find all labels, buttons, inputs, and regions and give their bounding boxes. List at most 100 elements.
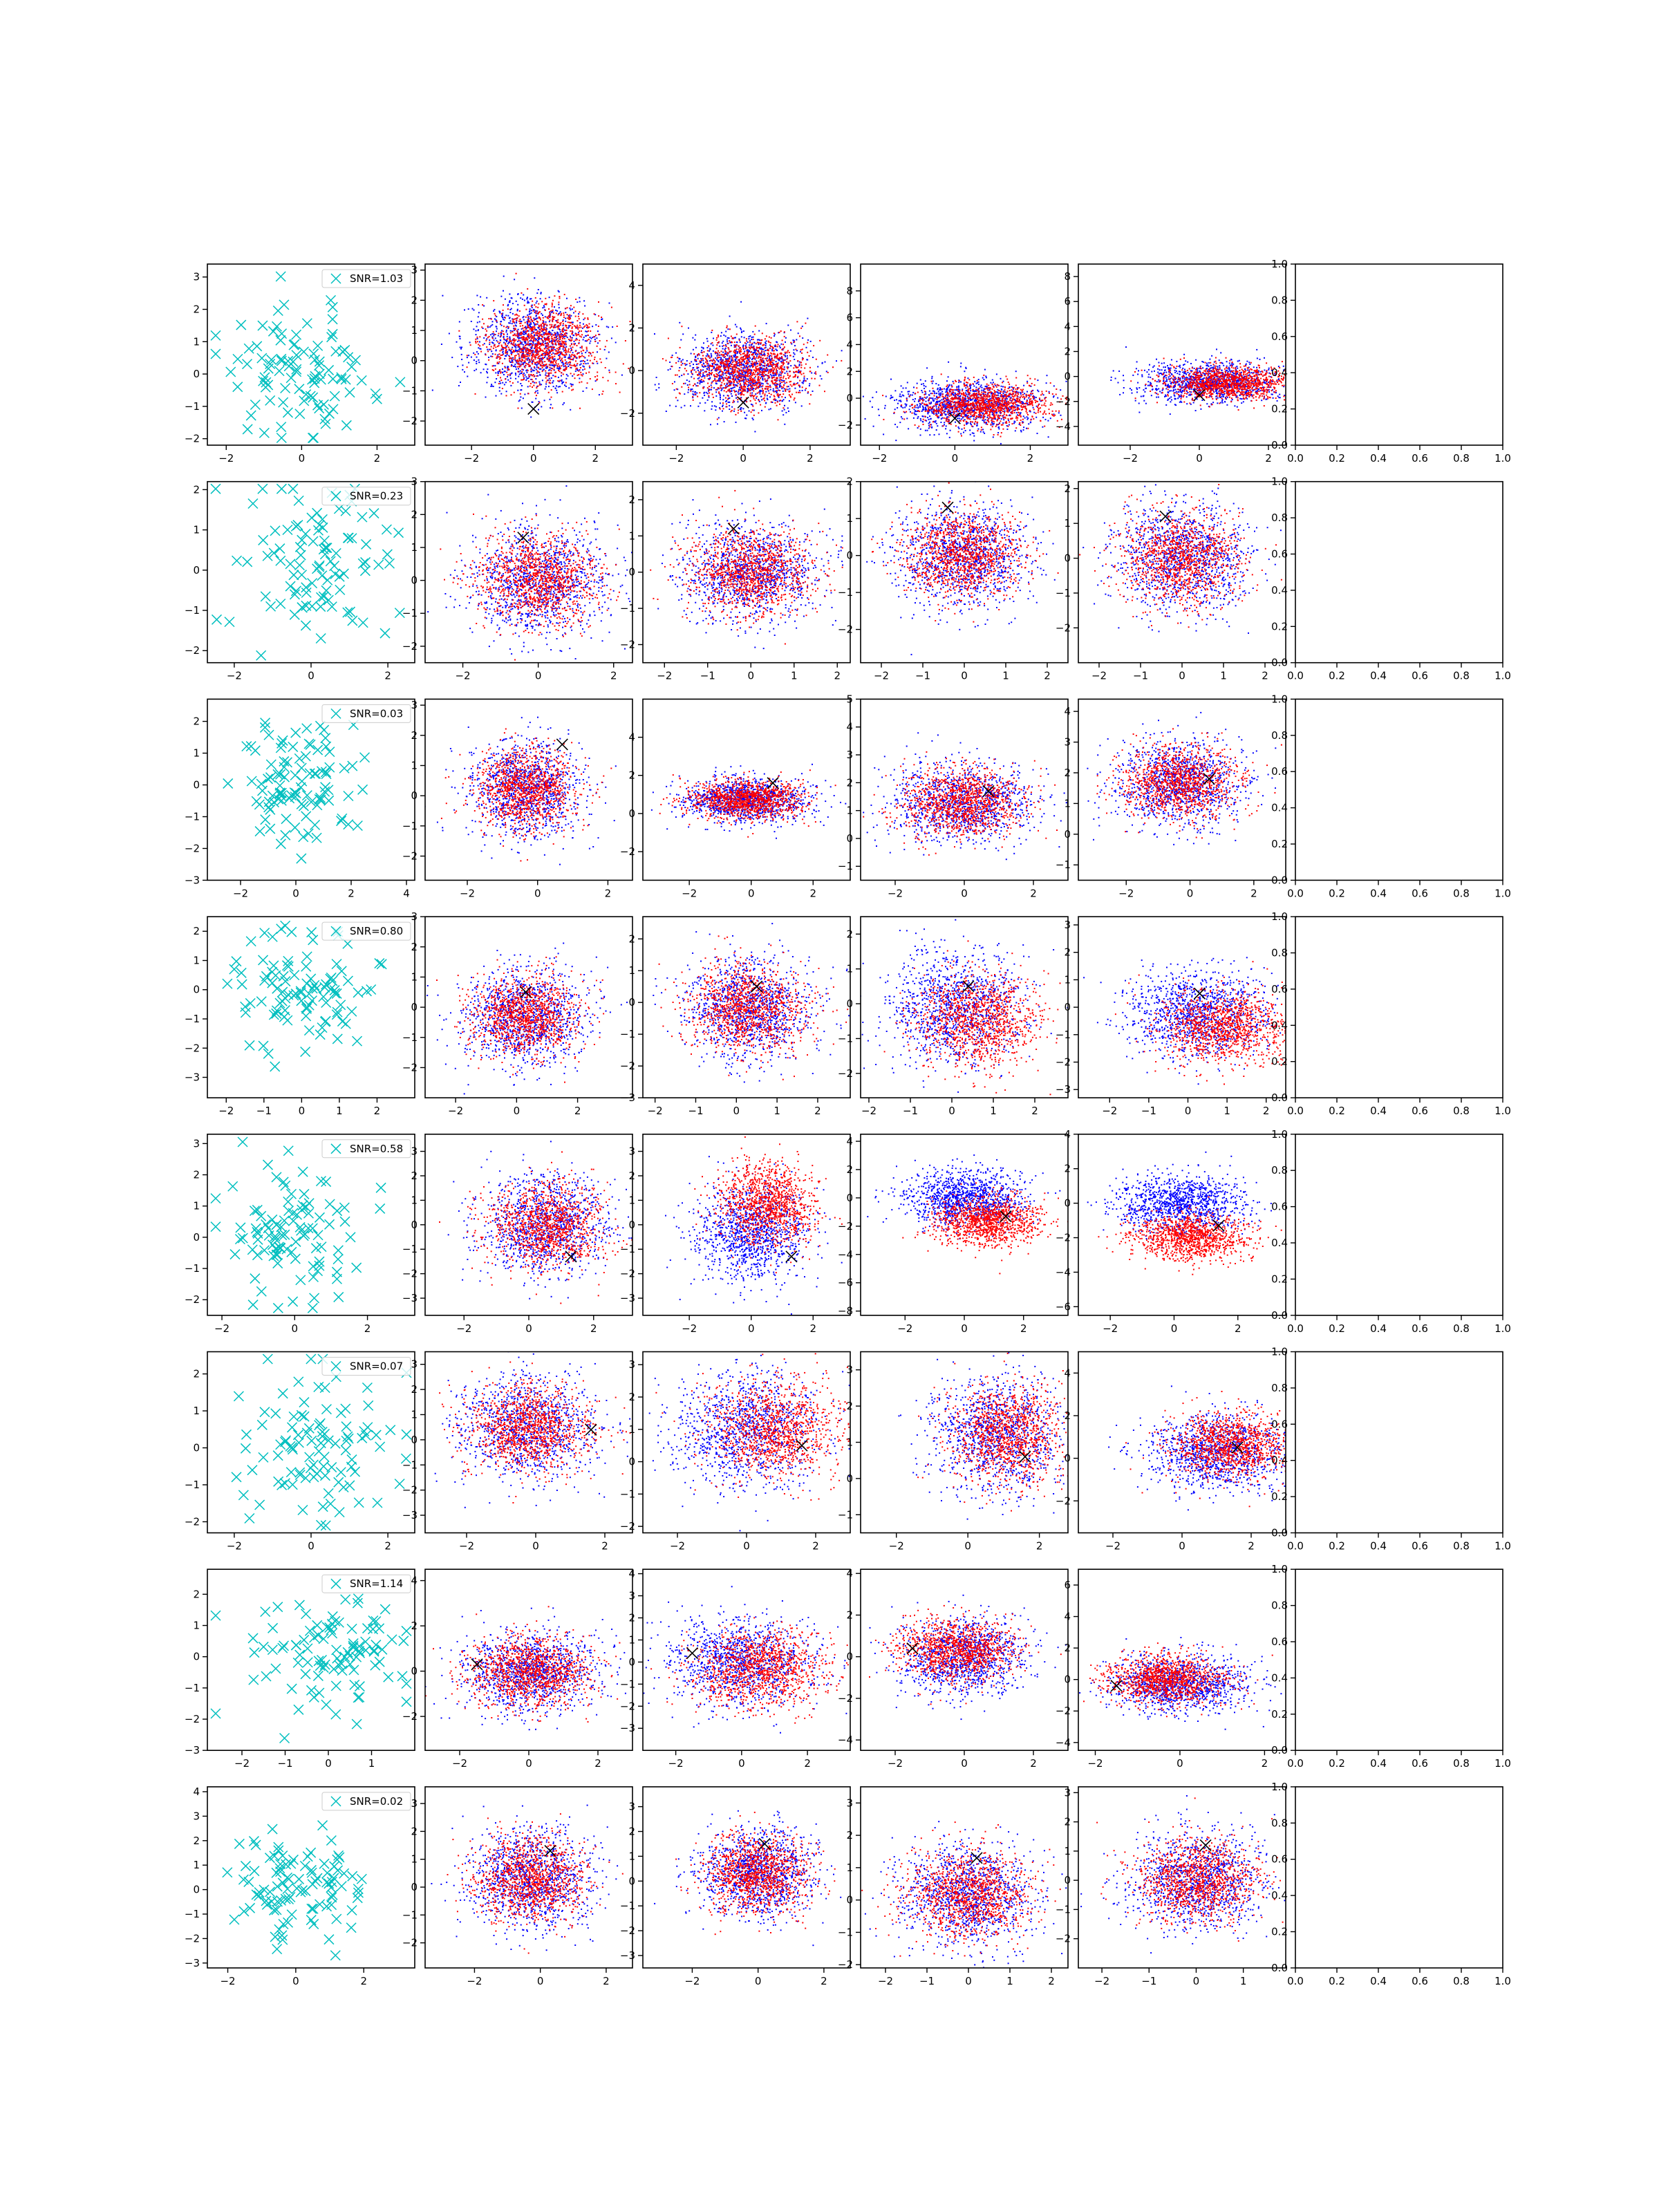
blue-point xyxy=(583,339,584,340)
red-point xyxy=(731,364,732,365)
red-point xyxy=(717,419,718,420)
blue-point xyxy=(771,348,773,350)
red-point xyxy=(552,310,554,311)
blue-point xyxy=(703,363,704,364)
blue-point xyxy=(1001,386,1002,387)
red-point xyxy=(807,342,808,344)
red-point xyxy=(491,319,492,320)
red-point xyxy=(738,375,740,377)
blue-point xyxy=(496,340,498,341)
blue-point xyxy=(712,345,713,346)
red-point xyxy=(727,363,729,364)
blue-point xyxy=(947,395,948,396)
red-point xyxy=(753,372,754,373)
blue-point xyxy=(894,390,896,391)
red-point xyxy=(691,370,692,371)
red-point xyxy=(561,359,562,360)
red-point xyxy=(751,346,752,348)
blue-point xyxy=(720,399,721,400)
blue-point xyxy=(484,343,485,344)
red-point xyxy=(777,366,778,367)
red-point xyxy=(775,402,776,404)
blue-point xyxy=(941,399,943,400)
blue-point xyxy=(706,347,708,348)
red-point xyxy=(708,356,709,357)
blue-point xyxy=(583,300,585,301)
red-point xyxy=(521,332,523,333)
blue-point xyxy=(507,366,508,367)
red-point xyxy=(778,395,779,396)
blue-point xyxy=(996,373,997,375)
red-point xyxy=(565,308,566,309)
red-point xyxy=(525,317,527,318)
blue-point xyxy=(872,397,873,398)
blue-point xyxy=(525,375,526,376)
red-point xyxy=(520,326,521,327)
blue-point xyxy=(694,369,695,371)
blue-point xyxy=(782,414,784,415)
red-point xyxy=(545,332,547,334)
red-point xyxy=(550,324,551,326)
blue-point xyxy=(582,369,583,371)
red-point xyxy=(533,354,534,355)
blue-point xyxy=(785,341,786,343)
blue-point xyxy=(578,313,579,315)
red-point xyxy=(776,383,778,384)
blue-point xyxy=(742,408,744,409)
blue-point xyxy=(735,355,736,356)
blue-point xyxy=(519,373,521,375)
red-point xyxy=(568,351,569,353)
blue-point xyxy=(517,309,518,310)
blue-point xyxy=(1042,417,1044,418)
blue-point xyxy=(761,370,762,371)
blue-point xyxy=(703,348,704,349)
red-point xyxy=(740,350,741,352)
blue-point xyxy=(516,301,517,302)
red-point xyxy=(551,389,552,391)
red-point xyxy=(671,366,673,367)
red-point xyxy=(753,396,754,397)
red-point xyxy=(801,364,803,366)
blue-point xyxy=(534,370,535,371)
red-point xyxy=(760,384,761,386)
blue-point xyxy=(599,394,600,395)
blue-point xyxy=(496,330,497,332)
blue-point xyxy=(672,355,673,356)
red-point xyxy=(774,379,775,381)
red-point xyxy=(566,367,568,368)
blue-point xyxy=(820,375,821,377)
blue-point xyxy=(485,364,486,365)
blue-point xyxy=(719,375,720,377)
red-point xyxy=(572,346,574,348)
red-point xyxy=(572,324,573,325)
red-point xyxy=(733,338,734,339)
red-point xyxy=(758,361,760,362)
red-point xyxy=(744,366,745,368)
blue-point xyxy=(584,361,585,362)
red-point xyxy=(774,359,775,361)
red-point xyxy=(728,367,729,368)
blue-point xyxy=(565,346,567,348)
blue-point xyxy=(997,389,999,391)
red-point xyxy=(712,365,713,366)
red-point xyxy=(588,330,589,332)
red-point xyxy=(784,346,785,348)
red-point xyxy=(506,339,507,340)
red-point xyxy=(552,321,553,322)
red-point xyxy=(722,354,724,355)
y-tick-label: 2 xyxy=(193,303,200,316)
red-point xyxy=(510,357,512,359)
blue-point xyxy=(554,349,556,350)
red-point xyxy=(776,357,778,359)
blue-point xyxy=(793,356,794,357)
red-point xyxy=(527,319,529,320)
blue-point xyxy=(561,375,562,377)
red-point xyxy=(531,319,532,320)
blue-point xyxy=(518,255,520,256)
blue-point xyxy=(589,343,590,344)
blue-point xyxy=(486,382,487,383)
blue-point xyxy=(701,347,702,348)
red-point xyxy=(731,355,733,357)
red-point xyxy=(809,367,811,368)
red-point xyxy=(505,327,507,328)
